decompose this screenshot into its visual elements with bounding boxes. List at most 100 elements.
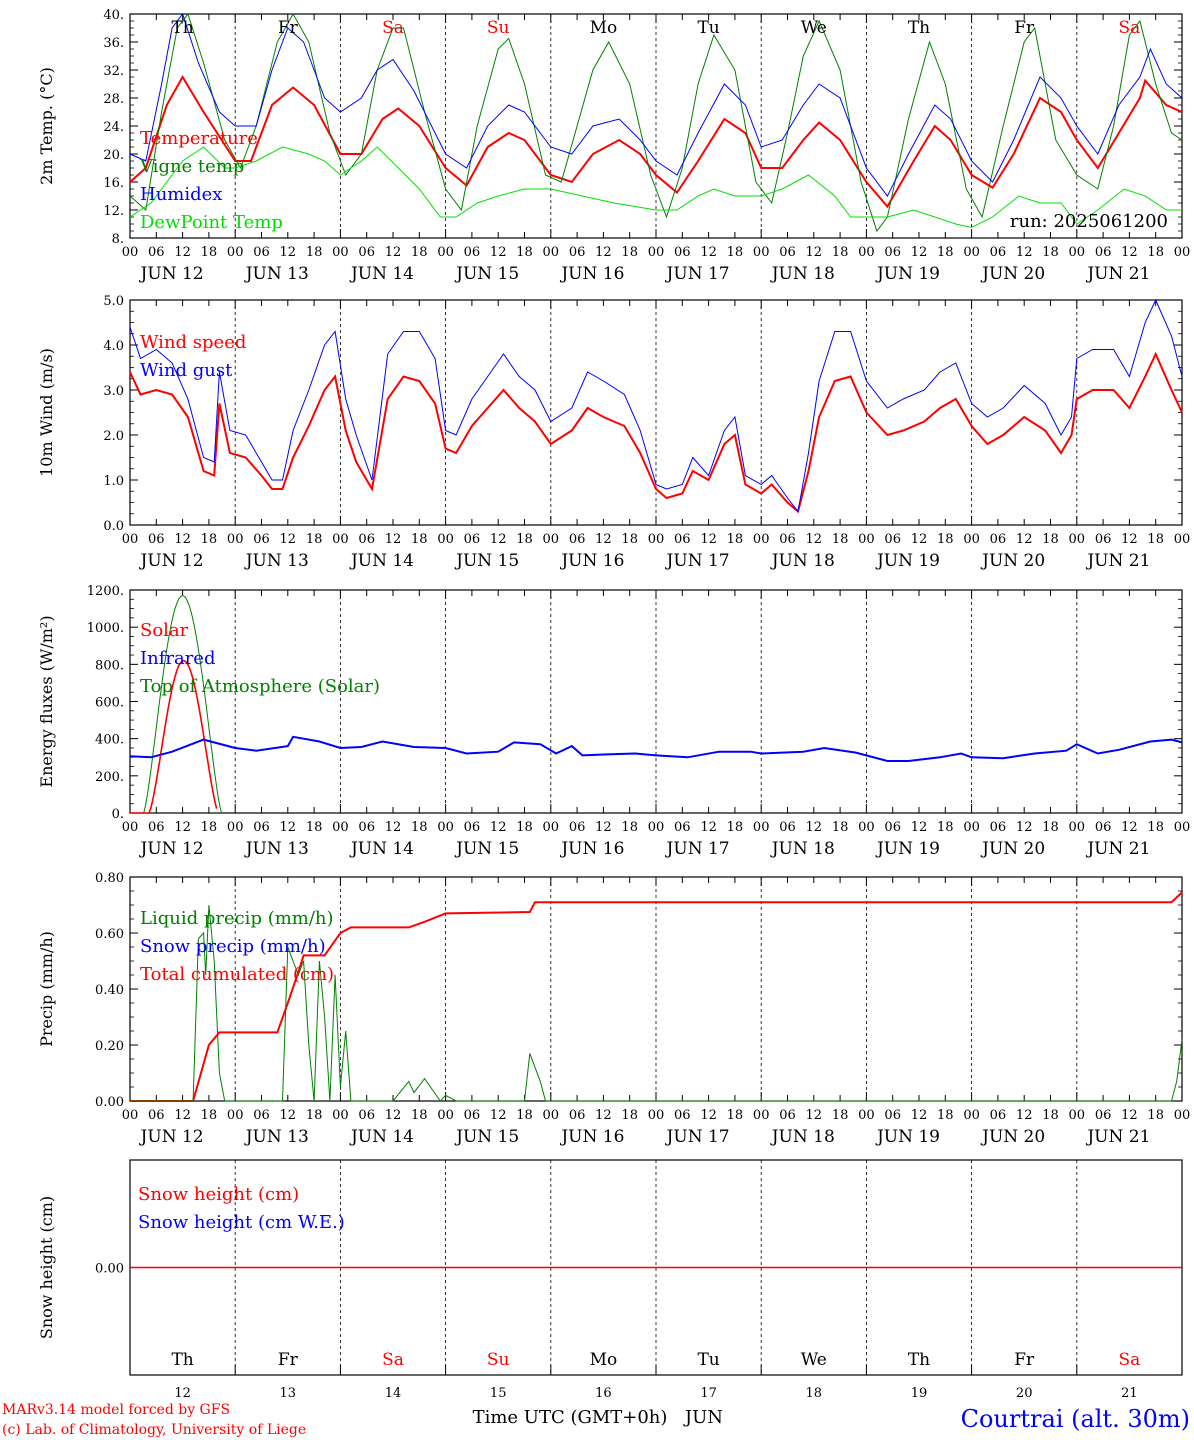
temp-date-label: JUN 13 [244,264,309,284]
flux-hour-label: 12 [911,820,928,835]
precip-hour-label: 12 [911,1108,928,1123]
flux-hour-label: 06 [148,820,165,835]
temp-hour-label: 00 [437,245,454,260]
wind-hour-label: 00 [858,532,875,547]
wind-y-tick-label: 4.0 [103,339,124,354]
precip-date-label: JUN 12 [139,1127,204,1147]
wind-hour-label: 06 [884,532,901,547]
flux-panel: 00 06 12 18 00 06 12 18 00 06 12 18 00 06 12 18 00 06 12 18… [37,584,1190,859]
flux-hour-label: 00 [437,820,454,835]
snow-day-number: 17 [700,1386,717,1401]
flux-hour-label: 00 [753,820,770,835]
flux-y-tick-label: 0. [112,807,124,822]
temp-y-tick-label: 28. [103,92,124,107]
precip-y-tick-label: 0.20 [95,1039,124,1054]
wind-hour-label: 00 [122,532,139,547]
precip-hour-label: 00 [648,1108,665,1123]
precip-y-tick-label: 0.80 [95,871,124,886]
precip-y-axis-label: Precip (mm/h) [37,931,56,1047]
wind-hour-label: 00 [437,532,454,547]
flux-hour-label: 06 [253,820,270,835]
temp-panel: 00 06 12 18 00 06 12 18 00 06 12 18 00 06 12 18 00 06 12 18… [37,8,1190,284]
flux-hour-label: 18 [201,820,218,835]
precip-hour-label: 00 [858,1108,875,1123]
wind-hour-label: 12 [385,532,402,547]
flux-date-label: JUN 21 [1085,839,1150,859]
wind-hour-label: 00 [543,532,560,547]
flux-y-tick-label: 400. [95,733,124,748]
precip-date-label: JUN 18 [770,1127,835,1147]
temp-date-label: JUN 12 [139,264,204,284]
flux-hour-label: 06 [569,820,586,835]
temp-frame [129,13,1183,239]
flux-hour-label: 18 [1042,820,1059,835]
temp-hour-label: 12 [174,245,191,260]
precip-date-label: JUN 17 [665,1127,730,1147]
precip-hour-label: 12 [1121,1108,1138,1123]
precip-hour-label: 12 [1016,1108,1033,1123]
temp-hour-label: 18 [1147,245,1164,260]
flux-hour-label: 06 [990,820,1007,835]
flux-hour-label: 00 [1174,820,1191,835]
flux-y-tick-label: 1000. [87,621,124,636]
temp-y-tick-label: 40. [103,8,124,23]
flux-date-label: JUN 17 [665,839,730,859]
wind-date-label: JUN 14 [349,551,414,571]
temp-weekday-label: Mo [590,18,618,38]
wind-hour-label: 00 [753,532,770,547]
series-dewpoint-temp [129,146,1182,229]
flux-date-label: JUN 13 [244,839,309,859]
precip-hour-label: 06 [779,1108,796,1123]
precip-y-tick-label: 0.60 [95,927,124,942]
station-name: Courtrai (alt. 30m) [961,1405,1190,1433]
temp-hour-label: 06 [358,245,375,260]
wind-hour-label: 00 [1174,532,1191,547]
flux-hour-label: 12 [490,820,507,835]
precip-hour-label: 00 [437,1108,454,1123]
wind-hour-label: 00 [963,532,980,547]
flux-hour-label: 06 [779,820,796,835]
snow-day-number: 18 [806,1386,823,1401]
month-label: JUN [683,1407,723,1428]
flux-hour-label: 12 [700,820,717,835]
precip-hour-label: 12 [385,1108,402,1123]
wind-y-tick-label: 2.0 [103,429,124,444]
flux-hour-label: 18 [516,820,533,835]
temp-date-label: JUN 20 [980,264,1045,284]
precip-date-label: JUN 15 [454,1127,519,1147]
flux-hour-label: 00 [963,820,980,835]
precip-hour-label: 00 [332,1108,349,1123]
temp-hour-label: 12 [911,245,928,260]
legend-entry: Wind speed [140,332,246,353]
wind-hour-label: 18 [201,532,218,547]
precip-hour-label: 18 [306,1108,323,1123]
legend-entry: Snow height (cm) [138,1184,299,1205]
flux-hour-label: 18 [832,820,849,835]
precip-hour-label: 06 [1095,1108,1112,1123]
temp-y-tick-label: 36. [103,36,124,51]
flux-hour-label: 00 [1069,820,1086,835]
temp-hour-label: 00 [648,245,665,260]
flux-hour-label: 06 [674,820,691,835]
precip-date-label: JUN 19 [875,1127,940,1147]
legend-entry: DewPoint Temp [140,212,283,233]
precip-hour-label: 18 [201,1108,218,1123]
temp-hour-label: 12 [1121,245,1138,260]
wind-date-label: JUN 21 [1085,551,1150,571]
x-axis-title: Time UTC (GMT+0h) [473,1407,668,1428]
wind-hour-label: 12 [595,532,612,547]
flux-hour-label: 18 [727,820,744,835]
snow-weekday-label: We [801,1350,827,1370]
temp-hour-label: 18 [201,245,218,260]
flux-hour-label: 12 [174,820,191,835]
series-vigne-temp [129,12,1183,233]
precip-hour-label: 00 [227,1108,244,1123]
precip-hour-label: 06 [569,1108,586,1123]
wind-hour-label: 00 [332,532,349,547]
legend-entry: Snow height (cm W.E.) [138,1212,345,1233]
precip-hour-label: 18 [727,1108,744,1123]
wind-hour-label: 18 [727,532,744,547]
wind-hour-label: 18 [411,532,428,547]
temp-hour-label: 18 [937,245,954,260]
temp-hour-label: 12 [490,245,507,260]
